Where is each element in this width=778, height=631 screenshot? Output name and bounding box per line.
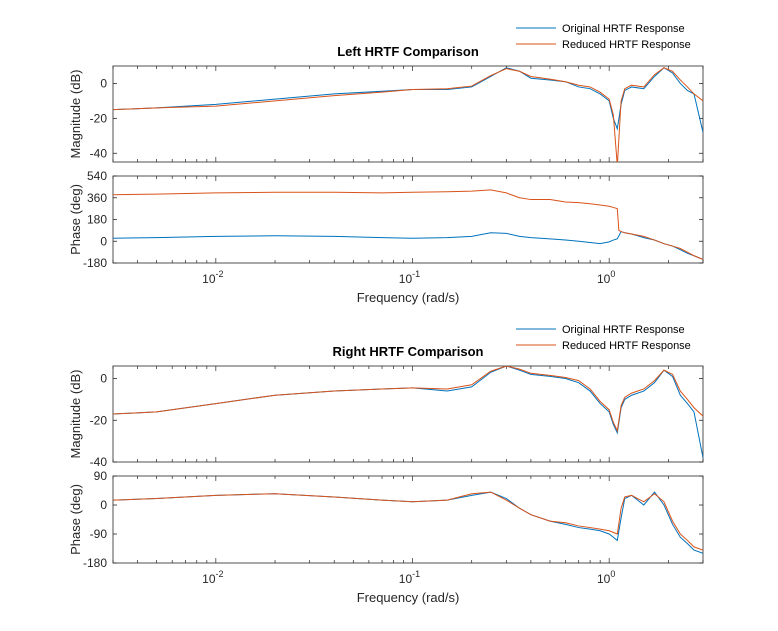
axes-box [112, 475, 704, 564]
ytick-label: 360 [87, 191, 107, 205]
xtick-label: 10-1 [399, 569, 420, 586]
ytick-label: 0 [100, 76, 107, 90]
chart-title: Left HRTF Comparison [337, 44, 479, 59]
x-axis-label: Frequency (rad/s) [357, 590, 460, 605]
series-line-reduced [113, 366, 703, 433]
y-axis-label: Phase (deg) [68, 484, 83, 555]
ytick-label: -20 [90, 111, 108, 125]
legend: Original HRTF Response Reduced HRTF Respo… [516, 23, 691, 51]
y-axis-label: Magnitude (dB) [68, 70, 83, 159]
ytick-label: -40 [90, 146, 108, 160]
ytick-label: -90 [90, 527, 108, 541]
xtick-label: 10-2 [202, 269, 223, 286]
ytick-label: 0 [100, 498, 107, 512]
legend-entry: Original HRTF Response [562, 324, 685, 336]
ytick-label: 0 [100, 234, 107, 248]
axes-box [112, 175, 704, 264]
legend: Original HRTF Response Reduced HRTF Respo… [516, 324, 691, 352]
axes-box [112, 65, 704, 163]
axes-box [112, 365, 704, 463]
ytick-label: -20 [90, 413, 108, 427]
ytick-label: 180 [87, 213, 107, 227]
ytick-label: -180 [83, 256, 107, 270]
legend-entry: Reduced HRTF Response [562, 39, 691, 51]
series-line-reduced [113, 491, 703, 551]
ytick-label: 0 [100, 372, 107, 386]
plot-area: 0 -20 -40 Magnitude (dB) Left HRTF Compariso… [68, 23, 704, 605]
axes-4: 90 0 -90 -180 10-2 10-1 100 Phase (deg) Frequenc… [68, 469, 704, 605]
legend-entry: Original HRTF Response [562, 23, 685, 35]
ytick-label: 540 [87, 169, 107, 183]
y-axis-label: Magnitude (dB) [68, 370, 83, 459]
legend-entry: Reduced HRTF Response [562, 340, 691, 352]
axes-3: 0 -20 -40 Magnitude (dB) Right HRTF Comparis… [68, 324, 704, 469]
ytick-label: 90 [94, 469, 108, 483]
axes-2: 540 360 180 0 -180 10-2 10-1 100 Phase (deg) Freq… [68, 169, 704, 305]
xtick-label: 10-2 [202, 569, 223, 586]
xtick-label: 10-1 [399, 269, 420, 286]
series-line-reduced [113, 67, 703, 162]
ytick-label: -40 [90, 455, 108, 469]
axes-1: 0 -20 -40 Magnitude (dB) Left HRTF Compariso… [68, 23, 704, 163]
ytick-label: -180 [83, 556, 107, 570]
series-line-reduced [113, 189, 703, 260]
chart-title: Right HRTF Comparison [333, 344, 484, 359]
xtick-label: 100 [597, 269, 615, 286]
x-axis-label: Frequency (rad/s) [357, 290, 460, 305]
xtick-label: 100 [597, 569, 615, 586]
y-axis-label: Phase (deg) [68, 184, 83, 255]
